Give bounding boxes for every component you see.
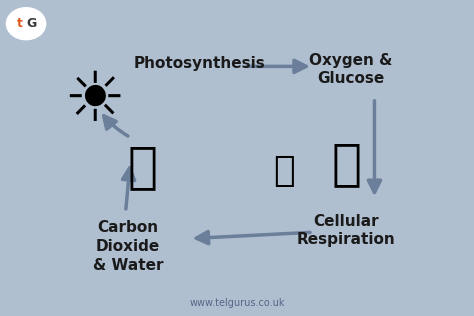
Text: Carbon
Dioxide
& Water: Carbon Dioxide & Water [93, 220, 163, 273]
Text: 🐕: 🐕 [273, 154, 295, 188]
FancyArrowPatch shape [122, 168, 135, 209]
FancyArrowPatch shape [104, 116, 128, 136]
Text: www.telgurus.co.uk: www.telgurus.co.uk [189, 298, 285, 308]
Text: G: G [27, 16, 37, 29]
FancyArrowPatch shape [196, 232, 310, 244]
Text: t: t [17, 16, 23, 29]
Circle shape [7, 8, 46, 40]
Text: ☀️: ☀️ [64, 68, 126, 135]
Text: 🌳: 🌳 [331, 140, 361, 188]
Text: 🌳: 🌳 [127, 143, 157, 191]
FancyArrowPatch shape [368, 101, 381, 192]
Text: Oxygen &
Glucose: Oxygen & Glucose [309, 53, 392, 86]
Text: Photosynthesis: Photosynthesis [133, 56, 265, 71]
FancyArrowPatch shape [247, 60, 306, 72]
Text: Cellular
Respiration: Cellular Respiration [297, 214, 395, 247]
